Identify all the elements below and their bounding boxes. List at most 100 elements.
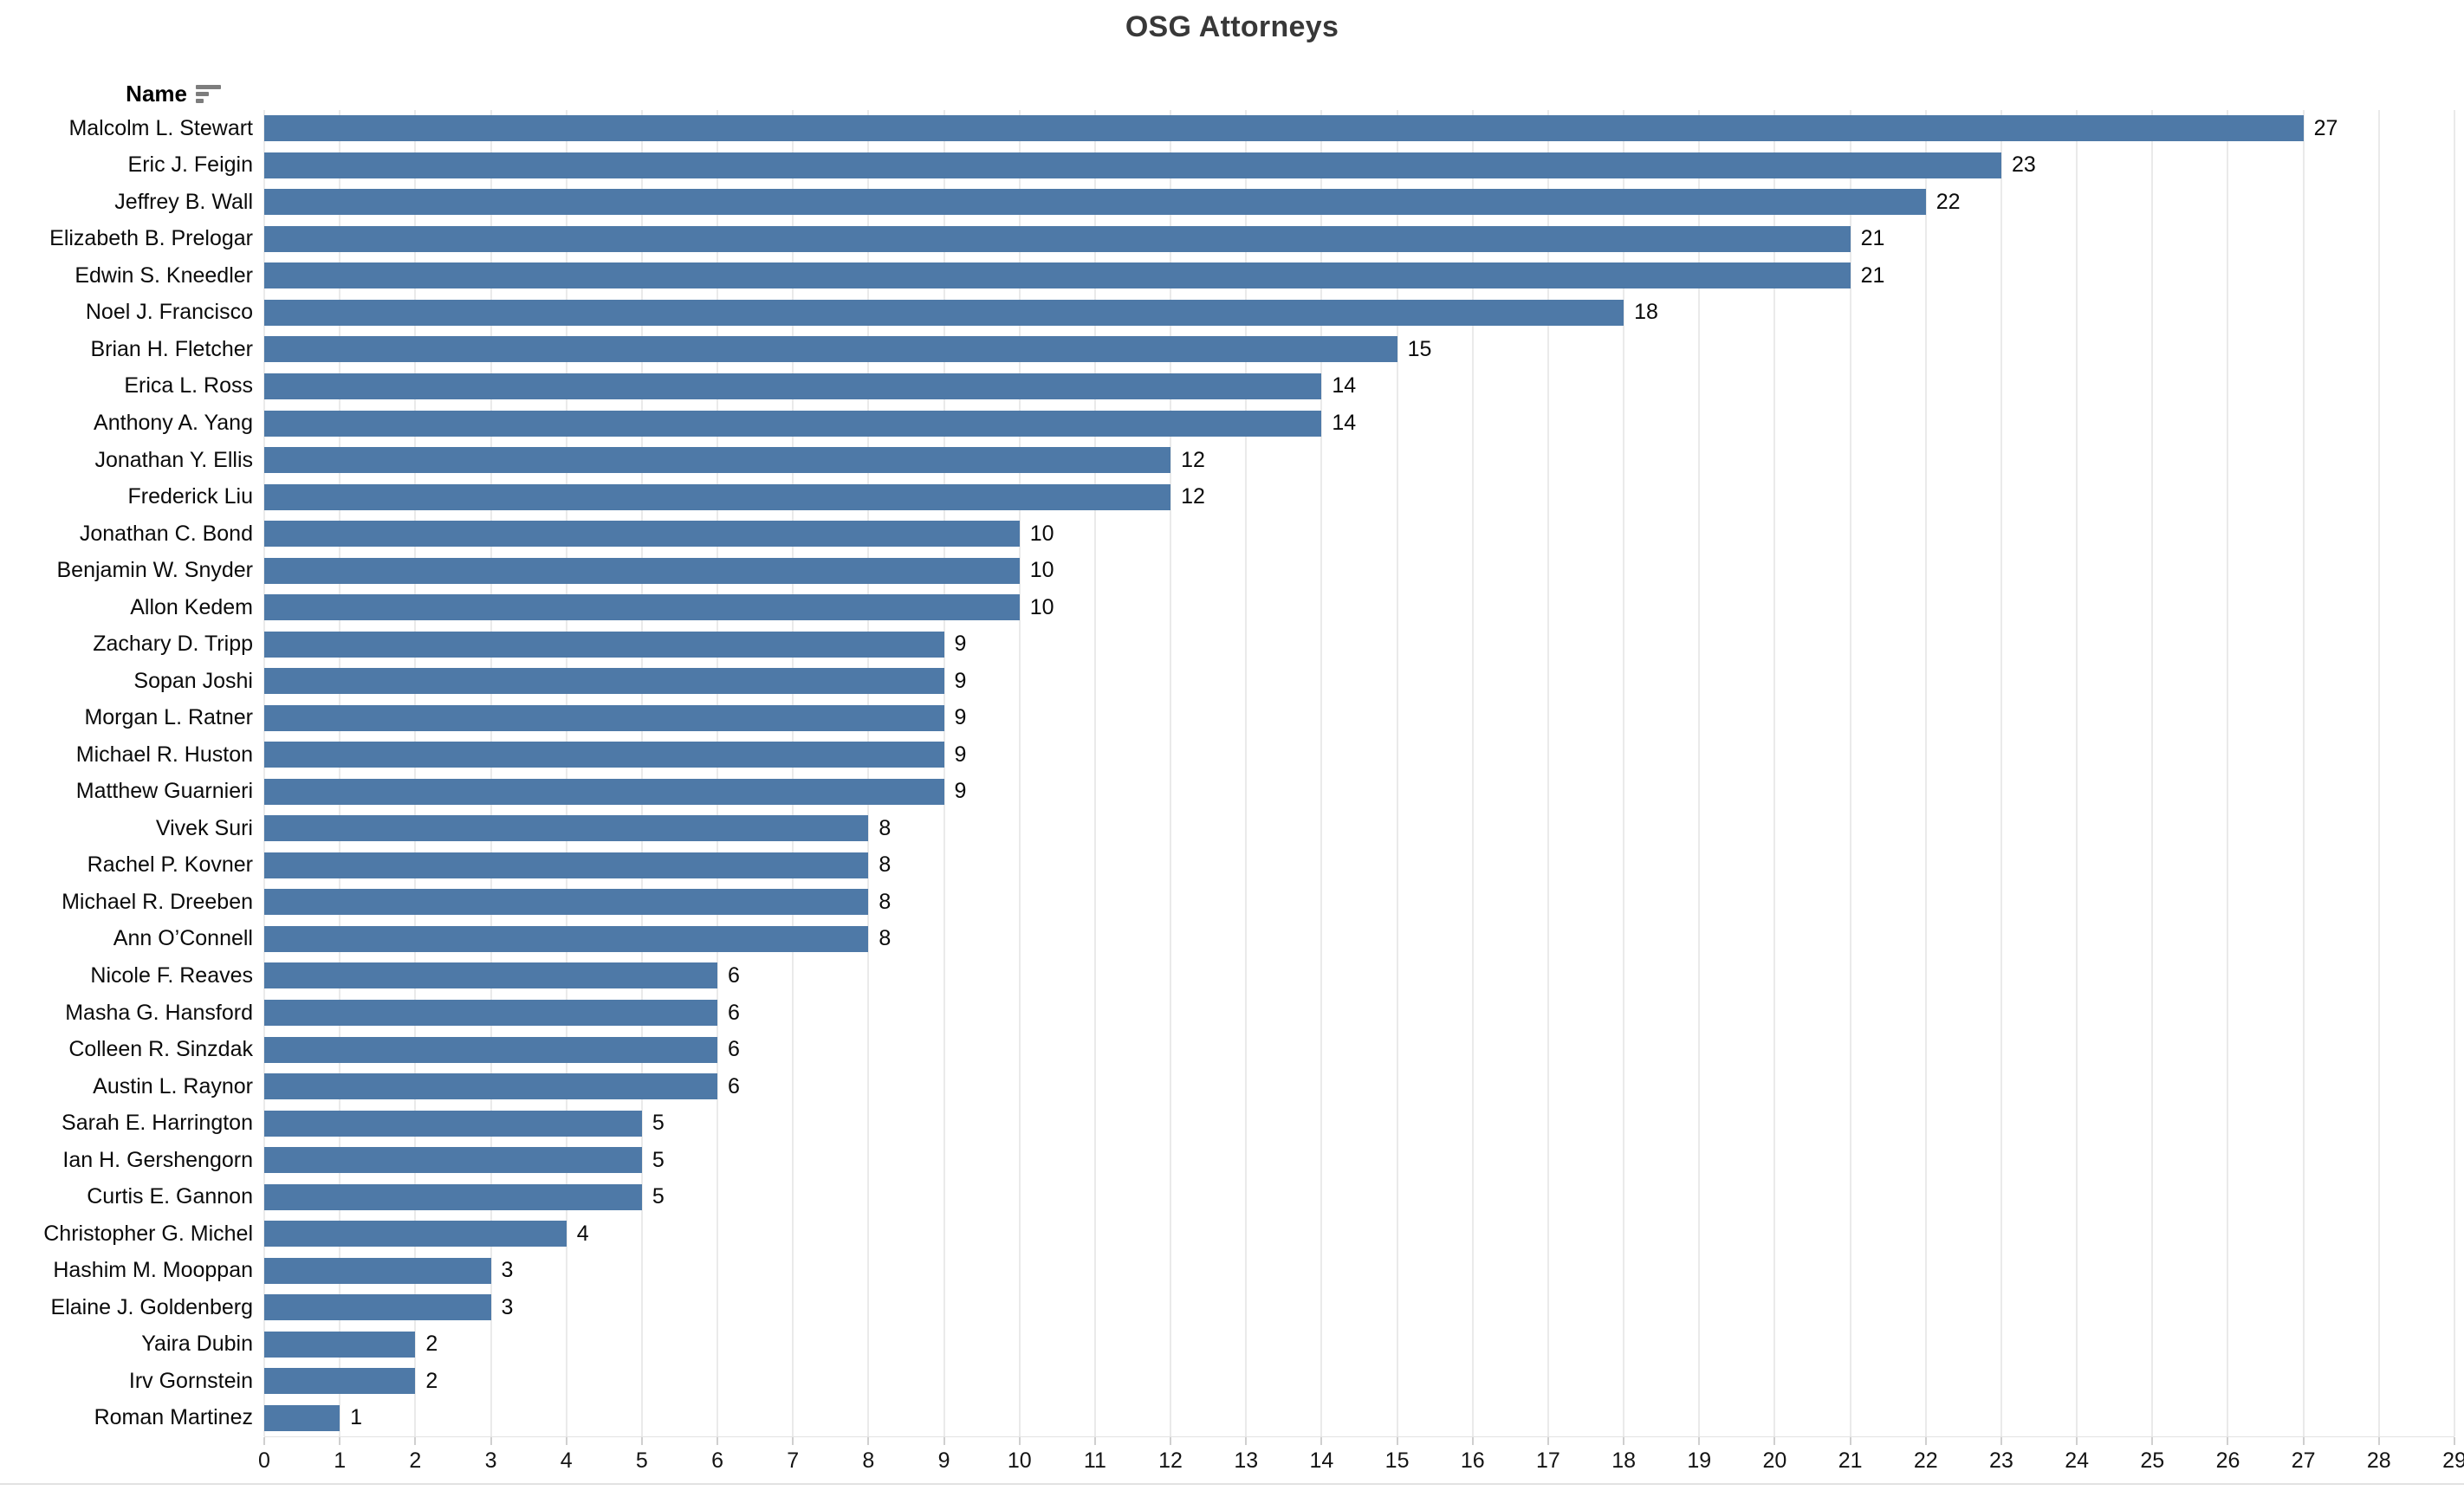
row-label[interactable]: Hashim M. Mooppan xyxy=(53,1258,253,1283)
bar[interactable] xyxy=(264,889,869,916)
row-label[interactable]: Jonathan Y. Ellis xyxy=(94,447,253,472)
row-label[interactable]: Michael R. Dreeben xyxy=(62,889,253,914)
row-label[interactable]: Irv Gornstein xyxy=(128,1368,253,1393)
bar-value-label: 4 xyxy=(576,1221,589,1246)
row-label[interactable]: Zachary D. Tripp xyxy=(93,632,253,657)
bar[interactable] xyxy=(264,521,1020,548)
row-label[interactable]: Matthew Guarnieri xyxy=(75,779,253,804)
row-label[interactable]: Benjamin W. Snyder xyxy=(56,558,254,583)
bar[interactable] xyxy=(264,962,718,989)
row-label[interactable]: Elizabeth B. Prelogar xyxy=(49,226,253,251)
bar[interactable] xyxy=(264,299,1624,326)
row-label[interactable]: Ann O’Connell xyxy=(113,926,253,951)
bar[interactable] xyxy=(264,668,944,695)
row-label[interactable]: Noel J. Francisco xyxy=(85,300,253,325)
bar-row: 9 xyxy=(264,625,2454,663)
bar[interactable] xyxy=(264,594,1020,621)
bar[interactable] xyxy=(264,115,2304,142)
gridline xyxy=(1170,110,1172,1436)
bar[interactable] xyxy=(264,336,1397,363)
row-label[interactable]: Malcolm L. Stewart xyxy=(68,115,253,140)
row-label[interactable]: Austin L. Raynor xyxy=(93,1073,253,1098)
bar[interactable] xyxy=(264,1368,416,1395)
bar[interactable] xyxy=(264,631,944,658)
bar[interactable] xyxy=(264,1147,642,1174)
gridline xyxy=(1924,110,1927,1436)
x-axis-tick xyxy=(263,1437,265,1445)
row-label[interactable]: Eric J. Feigin xyxy=(127,152,253,178)
row-labels-column: Malcolm L. Stewart Eric J. Feigin Jeffrey … xyxy=(0,110,253,1436)
row-label[interactable]: Masha G. Hansford xyxy=(65,1000,253,1025)
bar[interactable] xyxy=(264,1294,491,1321)
bar[interactable] xyxy=(264,1183,642,1210)
bar[interactable] xyxy=(264,373,1322,399)
bar[interactable] xyxy=(264,189,1926,216)
row-label[interactable]: Curtis E. Gannon xyxy=(87,1184,253,1209)
bar-row: 14 xyxy=(264,368,2454,405)
bar-row: 18 xyxy=(264,295,2454,332)
bar[interactable] xyxy=(264,1036,718,1063)
bar-value-label: 12 xyxy=(1181,447,1205,472)
bar[interactable] xyxy=(264,704,944,731)
row-label[interactable]: Colleen R. Sinzdak xyxy=(68,1037,253,1062)
row-label[interactable]: Brian H. Fletcher xyxy=(90,336,253,361)
bar[interactable] xyxy=(264,483,1171,510)
bar-row: 10 xyxy=(264,552,2454,589)
bar[interactable] xyxy=(264,742,944,768)
row-label[interactable]: Jeffrey B. Wall xyxy=(114,189,253,214)
row-label[interactable]: Nicole F. Reaves xyxy=(90,962,253,988)
bar-row: 8 xyxy=(264,847,2454,885)
bar[interactable] xyxy=(264,1221,567,1248)
x-axis-tick xyxy=(1396,1437,1398,1445)
row-label[interactable]: Erica L. Ross xyxy=(124,373,253,399)
row-label[interactable]: Michael R. Huston xyxy=(75,742,253,767)
bar-value-label: 21 xyxy=(1860,262,1885,288)
x-axis-tick xyxy=(1320,1437,1323,1445)
bar[interactable] xyxy=(264,1073,718,1100)
row-label[interactable]: Jonathan C. Bond xyxy=(79,521,253,546)
row-label[interactable]: Christopher G. Michel xyxy=(43,1221,253,1246)
bar[interactable] xyxy=(264,410,1322,437)
bar[interactable] xyxy=(264,778,944,805)
bar[interactable] xyxy=(264,852,869,878)
x-axis-tick-label: 20 xyxy=(1762,1448,1787,1473)
x-axis-tick xyxy=(2000,1437,2002,1445)
row-label[interactable]: Elaine J. Goldenberg xyxy=(50,1294,253,1319)
bar[interactable] xyxy=(264,447,1171,474)
row-label[interactable]: Frederick Liu xyxy=(127,484,254,509)
row-label[interactable]: Vivek Suri xyxy=(155,815,253,840)
gridline xyxy=(339,110,341,1436)
row-label[interactable]: Rachel P. Kovner xyxy=(87,852,253,878)
row-label[interactable]: Ian H. Gershengorn xyxy=(62,1147,253,1172)
row-label[interactable]: Yaira Dubin xyxy=(141,1332,253,1357)
bar[interactable] xyxy=(264,1110,642,1137)
row-label[interactable]: Morgan L. Ratner xyxy=(84,705,253,730)
row-label[interactable]: Allon Kedem xyxy=(130,594,253,619)
bar[interactable] xyxy=(264,1404,340,1431)
bar[interactable] xyxy=(264,262,1851,289)
row-label[interactable]: Sarah E. Harrington xyxy=(62,1111,253,1136)
x-axis-tick-label: 5 xyxy=(635,1448,648,1473)
name-column-header[interactable]: Name xyxy=(0,78,222,109)
row-label[interactable]: Anthony A. Yang xyxy=(94,411,253,436)
bar-row: 6 xyxy=(264,957,2454,995)
bar[interactable] xyxy=(264,925,869,952)
gridline xyxy=(1698,110,1701,1436)
bar[interactable] xyxy=(264,557,1020,584)
bar[interactable] xyxy=(264,225,1851,252)
x-axis-tick-label: 10 xyxy=(1007,1448,1032,1473)
bar[interactable] xyxy=(264,152,2001,178)
x-axis-line xyxy=(264,1436,2454,1437)
x-axis-tick-label: 14 xyxy=(1309,1448,1334,1473)
sort-descending-icon[interactable] xyxy=(196,84,222,103)
row-label[interactable]: Edwin S. Kneedler xyxy=(75,262,253,288)
bar[interactable] xyxy=(264,1257,491,1284)
bar-row: 23 xyxy=(264,147,2454,185)
x-axis-tick-label: 26 xyxy=(2215,1448,2240,1473)
row-label[interactable]: Sopan Joshi xyxy=(133,668,253,693)
bar[interactable] xyxy=(264,1331,416,1358)
bar[interactable] xyxy=(264,815,869,842)
row-label[interactable]: Roman Martinez xyxy=(94,1405,253,1430)
bar-row: 8 xyxy=(264,810,2454,847)
bar[interactable] xyxy=(264,1000,718,1027)
